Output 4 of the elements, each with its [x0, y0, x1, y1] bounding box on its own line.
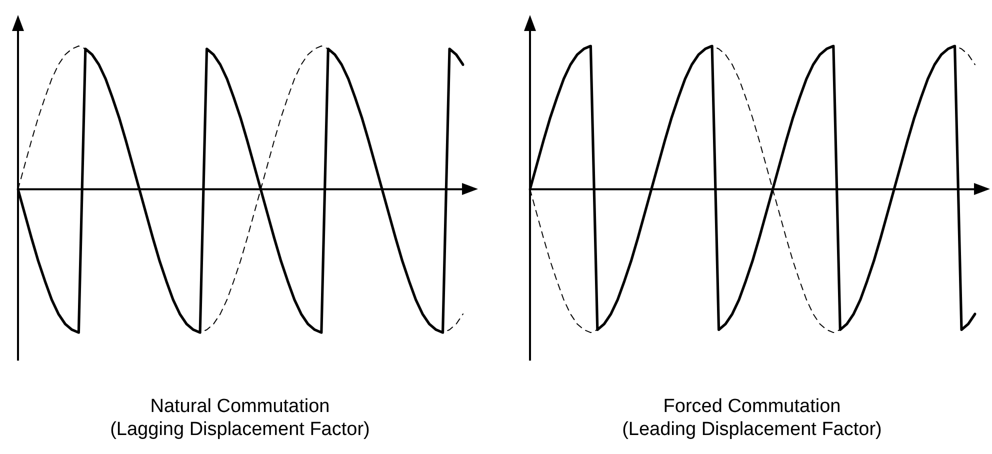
text: (Leading Displacement Factor)	[621, 419, 883, 441]
text: Forced Commutation	[662, 396, 842, 418]
text: Natural Commutation	[149, 396, 331, 418]
text: (Lagging Displacement Factor)	[109, 419, 371, 441]
